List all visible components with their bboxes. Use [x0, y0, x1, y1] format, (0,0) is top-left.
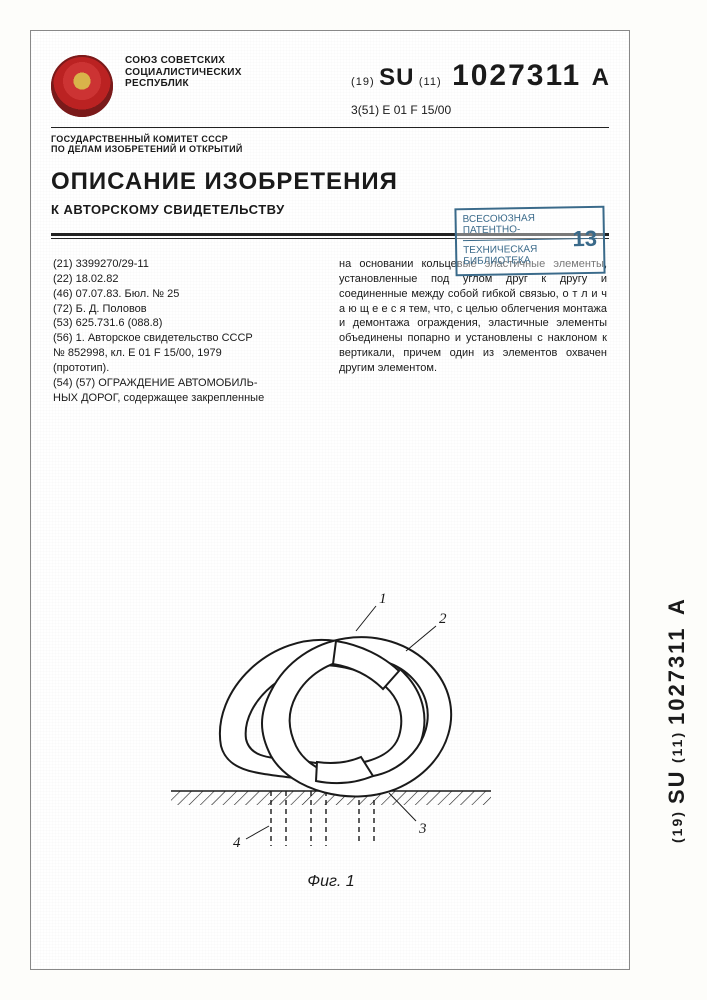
fig-label-3: 3 — [418, 821, 427, 837]
fig-label-2: 2 — [439, 611, 447, 627]
field-21: (21) 3399270/29-11 — [53, 257, 321, 272]
union-line: СОЦИАЛИСТИЧЕСКИХ — [125, 67, 285, 79]
union-line: СОЮЗ СОВЕТСКИХ — [125, 55, 285, 67]
field-54: НЫХ ДОРОГ, содержащее закрепленные — [53, 391, 321, 406]
inid-51: 3(51) — [351, 103, 379, 117]
ipc-line: 3(51) E 01 F 15/00 — [351, 103, 609, 117]
stamp-line: БИБЛИОТЕКА — [463, 254, 597, 267]
field-56: № 852998, кл. E 01 F 15/00, 1979 — [53, 346, 321, 361]
doc-number: 1027311 — [452, 59, 581, 92]
left-column: (21) 3399270/29-11 (22) 18.02.82 (46) 07… — [53, 257, 321, 405]
side-cc: SU — [664, 769, 690, 804]
stamp-number: 13 — [572, 226, 597, 252]
inid-19: (19) — [351, 76, 375, 88]
right-column: на основании кольцевые эластичные элемен… — [339, 257, 607, 405]
figure-svg: 1 2 3 4 — [151, 571, 511, 871]
patent-page: СОЮЗ СОВЕТСКИХ СОЦИАЛИСТИЧЕСКИХ РЕСПУБЛИ… — [30, 30, 630, 970]
field-46: (46) 07.07.83. Бюл. № 25 — [53, 287, 321, 302]
kind-code: A — [592, 64, 609, 91]
side-kind: A — [664, 597, 690, 615]
side-publication-label: (19) SU (11) 1027311 A — [657, 540, 697, 900]
library-stamp: ВСЕСОЮЗНАЯ ПАТЕНТНО- ТЕХНИЧЕСКАЯ БИБЛИОТ… — [454, 206, 605, 277]
side-19: (19) — [669, 810, 685, 843]
state-committee: ГОСУДАРСТВЕННЫЙ КОМИТЕТ СССР ПО ДЕЛАМ ИЗ… — [31, 134, 629, 154]
committee-line: ГОСУДАРСТВЕННЫЙ КОМИТЕТ СССР — [51, 134, 609, 144]
title-block: ОПИСАНИЕ ИЗОБРЕТЕНИЯ — [31, 154, 629, 202]
field-56: (прототип). — [53, 361, 321, 376]
field-72: (72) Б. Д. Половов — [53, 302, 321, 317]
ipc-class: E 01 F 15/00 — [382, 103, 451, 117]
field-54: (54) (57) ОГРАЖДЕНИЕ АВТОМОБИЛЬ- — [53, 376, 321, 391]
country-code: SU — [379, 64, 414, 91]
publication-number-block: (19) SU (11) 1027311 A 3(51) E 01 F 15/0… — [351, 55, 609, 117]
inid-11: (11) — [419, 76, 442, 88]
field-53: (53) 625.731.6 (088.8) — [53, 316, 321, 331]
side-num: 1027311 — [664, 627, 690, 725]
rule — [51, 127, 609, 128]
union-line: РЕСПУБЛИК — [125, 78, 285, 90]
field-56: (56) 1. Авторское свидетельство СССР — [53, 331, 321, 346]
figure-1: 1 2 3 4 Фиг. 1 — [151, 571, 511, 891]
header: СОЮЗ СОВЕТСКИХ СОЦИАЛИСТИЧЕСКИХ РЕСПУБЛИ… — [31, 31, 629, 117]
fig-label-1: 1 — [379, 591, 387, 607]
figure-caption: Фиг. 1 — [307, 873, 354, 891]
doc-title: ОПИСАНИЕ ИЗОБРЕТЕНИЯ — [51, 168, 398, 196]
side-11: (11) — [669, 731, 685, 763]
field-22: (22) 18.02.82 — [53, 272, 321, 287]
ussr-emblem — [51, 55, 113, 117]
committee-line: ПО ДЕЛАМ ИЗОБРЕТЕНИЙ И ОТКРЫТИЙ — [51, 144, 609, 154]
fig-label-4: 4 — [233, 835, 241, 851]
issuing-union: СОЮЗ СОВЕТСКИХ СОЦИАЛИСТИЧЕСКИХ РЕСПУБЛИ… — [125, 55, 285, 90]
